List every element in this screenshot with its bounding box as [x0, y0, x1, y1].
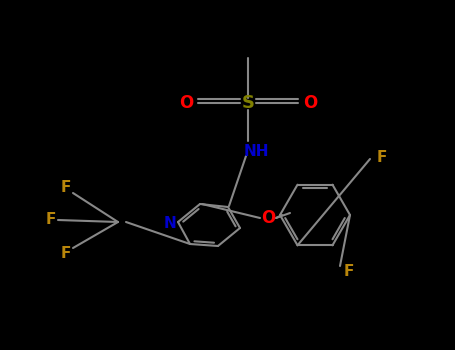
Text: F: F: [377, 149, 387, 164]
Text: F: F: [46, 212, 56, 228]
Text: F: F: [61, 245, 71, 260]
Text: O: O: [179, 94, 193, 112]
Text: F: F: [61, 181, 71, 196]
Text: NH: NH: [243, 145, 269, 160]
Text: F: F: [344, 265, 354, 280]
Text: S: S: [242, 94, 254, 112]
Text: O: O: [303, 94, 317, 112]
Text: O: O: [261, 209, 275, 227]
Text: N: N: [164, 217, 177, 231]
